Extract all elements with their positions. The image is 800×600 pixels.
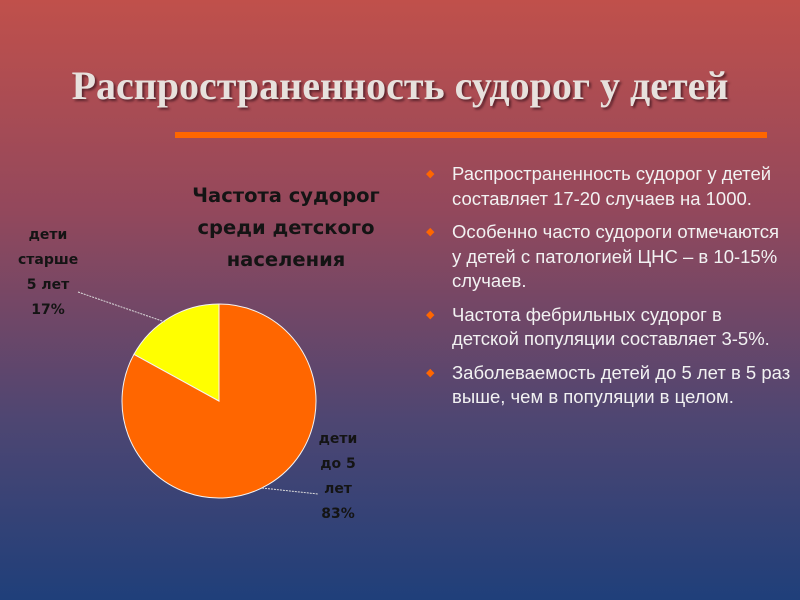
slice-label-older: дети старше 5 лет 17% xyxy=(18,223,78,323)
slide-title: Распространенность судорог у детей xyxy=(71,63,729,108)
chart-title-line: Частота судорог xyxy=(192,184,380,207)
pie-slice-under-5 xyxy=(121,303,317,499)
bullet-icon: ◆ xyxy=(426,226,435,238)
slice-label-line: дети xyxy=(318,431,358,447)
slice-label-line: старше xyxy=(18,252,79,268)
pie-slice-over-5 xyxy=(133,303,220,402)
leader-line-over-5 xyxy=(77,291,166,323)
list-item-text: Заболеваемость детей до 5 лет в 5 раз вы… xyxy=(452,361,791,408)
list-item: ◆ Частота фебрильных судорог в детской по… xyxy=(424,303,792,352)
slice-label-percent: 17% xyxy=(31,302,65,318)
bullet-icon: ◆ xyxy=(426,366,435,379)
list-item: ◆ Заболеваемость детей до 5 лет в 5 раз в… xyxy=(424,361,792,410)
bullet-list: ◆ Распространенность судорог у детей сост… xyxy=(424,162,792,419)
bullet-icon: ◆ xyxy=(426,168,435,180)
slice-label-line: 5 лет xyxy=(26,277,70,293)
slice-label-line: лет xyxy=(324,481,352,497)
list-item-text: Распространенность судорог у детей соста… xyxy=(452,163,772,209)
chart-title-line: населения xyxy=(226,248,346,271)
chart-title-line: среди детского xyxy=(197,216,375,239)
slice-label-percent: 83% xyxy=(321,506,355,522)
slice-label-younger: дети до 5 лет 83% xyxy=(300,427,376,527)
list-item-text: Особенно часто судороги отмечаются у дет… xyxy=(452,221,779,291)
list-item: ◆ Особенно часто судороги отмечаются у де… xyxy=(424,220,792,294)
title-underline xyxy=(175,132,767,138)
slice-label-line: до 5 xyxy=(320,456,356,472)
list-item: ◆ Распространенность судорог у детей сост… xyxy=(424,162,792,211)
leader-line-under-5 xyxy=(261,487,319,495)
bullet-icon: ◆ xyxy=(426,308,435,321)
slice-label-line: дети xyxy=(28,227,68,243)
chart-title: Частота судорог среди детского населения xyxy=(168,180,404,276)
list-item-text: Частота фебрильных судорог в детской поп… xyxy=(452,303,770,350)
